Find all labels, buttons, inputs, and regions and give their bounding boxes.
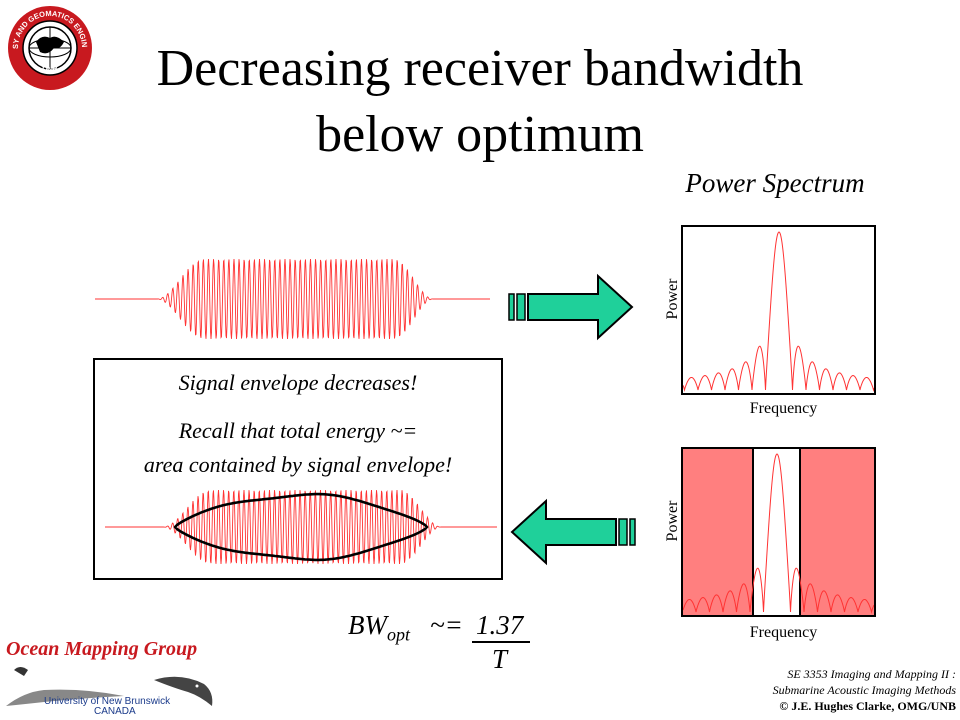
right-arrow [508,273,634,341]
filtered-spectrum-plot [681,447,876,617]
title-line-2: below optimum [316,106,644,163]
course-line-2: Submarine Acoustic Imaging Methods [772,683,956,697]
signal-envelope [173,492,429,562]
note-line-1: Signal envelope decreases! [178,370,418,395]
filtered-signal-trace [105,489,497,565]
country-name: CANADA [94,706,136,717]
formula-denominator: T [492,644,508,674]
filter-reject-band-left [683,449,753,615]
copyright: © J.E. Hughes Clarke, OMG/UNB [779,699,956,713]
course-line-1: SE 3353 Imaging and Mapping II : [787,667,956,681]
filtered-spectrum-trace [683,453,874,614]
filtered-power-axis-label: Power [664,500,681,542]
university-name: University of New Brunswick [44,696,171,707]
ocean-mapping-group-logo: Ocean Mapping Group University of New Br… [4,636,219,717]
filtered-signal-waveform [105,489,497,565]
filtered-spectrum-curve [683,449,874,615]
frequency-axis-label: Frequency [749,400,818,417]
seal-bottom-text: UNB [41,64,59,74]
unb-seal-logo: GEODESY AND GEOMATICS ENGINEERING UNB [6,4,92,90]
power-spectrum-plot [681,225,876,395]
group-name: Ocean Mapping Group [6,638,198,660]
power-spectrum-title: Power Spectrum [685,168,865,198]
formula-operator: ~= [430,610,463,640]
spectrum-curve [683,231,874,392]
sonar-fish-icon [6,667,213,706]
original-signal-waveform [95,258,490,340]
slide-title: Decreasing receiver bandwidth below opti… [100,36,860,168]
formula-numerator: 1.37 [476,610,524,640]
formula-lhs: BWopt [348,610,410,645]
bandwidth-formula: BWopt ~= 1.37 T [344,606,544,678]
power-axis-label: Power [664,278,681,320]
course-info: SE 3353 Imaging and Mapping II : Submari… [700,666,956,698]
title-line-1: Decreasing receiver bandwidth [156,40,804,97]
filtered-frequency-axis-label: Frequency [749,624,818,641]
signal-trace [95,258,490,340]
left-arrow [510,498,636,566]
explanation-box: Signal envelope decreases! Recall that t… [93,358,503,580]
filter-reject-band-right [800,449,874,615]
note-line-3: area contained by signal envelope! [143,452,453,477]
spectrum-trace [683,231,874,392]
fraction-bar [472,641,530,643]
note-line-2: Recall that total energy ~= [178,418,418,443]
